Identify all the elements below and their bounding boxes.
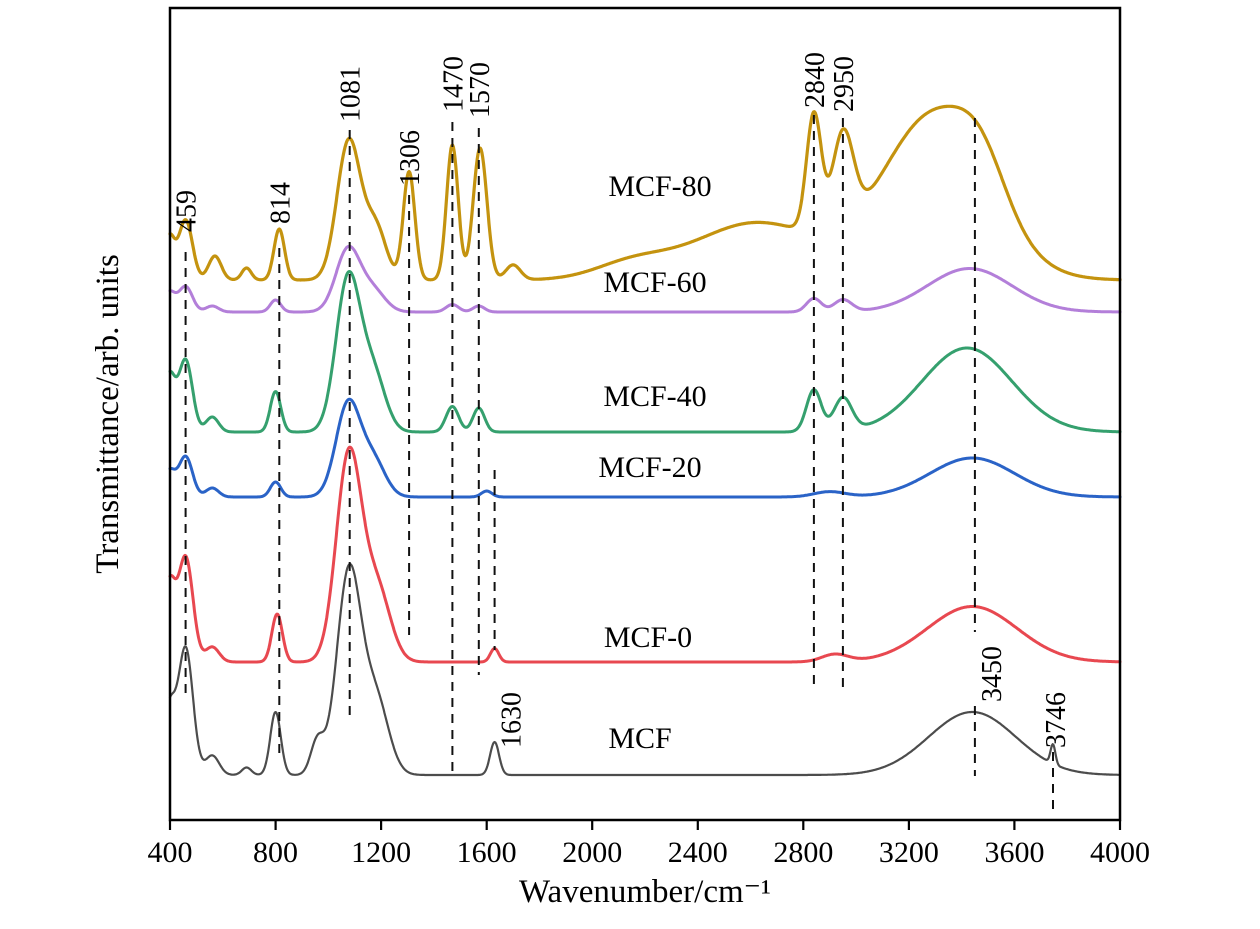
series-label-MCF-0: MCF-0 <box>604 621 692 654</box>
spectrum-MCF-80 <box>168 104 1122 282</box>
x-tick-label-2400: 2400 <box>668 836 728 869</box>
x-tick-label-3200: 3200 <box>879 836 939 869</box>
series-label-MCF-60: MCF-60 <box>603 266 706 299</box>
x-tick-label-800: 800 <box>253 836 298 869</box>
vline-label-1081: 1081 <box>336 66 367 122</box>
vline-label-1470: 1470 <box>438 56 469 112</box>
vline-label-814: 814 <box>265 182 296 224</box>
vline-label-459: 459 <box>172 190 203 232</box>
spectrum-MCF-0 <box>168 445 1122 664</box>
x-tick-label-3600: 3600 <box>984 836 1044 869</box>
x-tick-label-1600: 1600 <box>457 836 517 869</box>
x-axis-title: Wavenumber/cm⁻¹ <box>519 874 771 910</box>
vline-label-1630: 1630 <box>497 692 528 748</box>
spectrum-MCF <box>168 562 1122 777</box>
x-tick-label-1200: 1200 <box>351 836 411 869</box>
vline-label-1306: 1306 <box>395 130 426 186</box>
series-label-MCF-40: MCF-40 <box>603 380 706 413</box>
series-label-MCF: MCF <box>608 722 671 755</box>
y-axis-title: Transmittance/arb. units <box>90 254 126 574</box>
x-tick-label-2800: 2800 <box>773 836 833 869</box>
vline-label-1570: 1570 <box>465 62 496 118</box>
spectrum-MCF-20 <box>168 397 1122 499</box>
series-label-MCF-20: MCF-20 <box>598 451 701 484</box>
vline-label-2840: 2840 <box>800 52 831 108</box>
x-tick-label-2000: 2000 <box>562 836 622 869</box>
x-tick-label-4000: 4000 <box>1090 836 1150 869</box>
vline-label-2950: 2950 <box>829 56 860 112</box>
spectrum-MCF-40 <box>168 270 1122 434</box>
spectrum-MCF-60 <box>168 244 1122 314</box>
x-tick-label-400: 400 <box>148 836 193 869</box>
vline-label-3450: 3450 <box>977 646 1008 702</box>
series-label-MCF-80: MCF-80 <box>608 170 711 203</box>
vline-label-3746: 3746 <box>1041 692 1072 748</box>
plot-border <box>168 6 1122 822</box>
